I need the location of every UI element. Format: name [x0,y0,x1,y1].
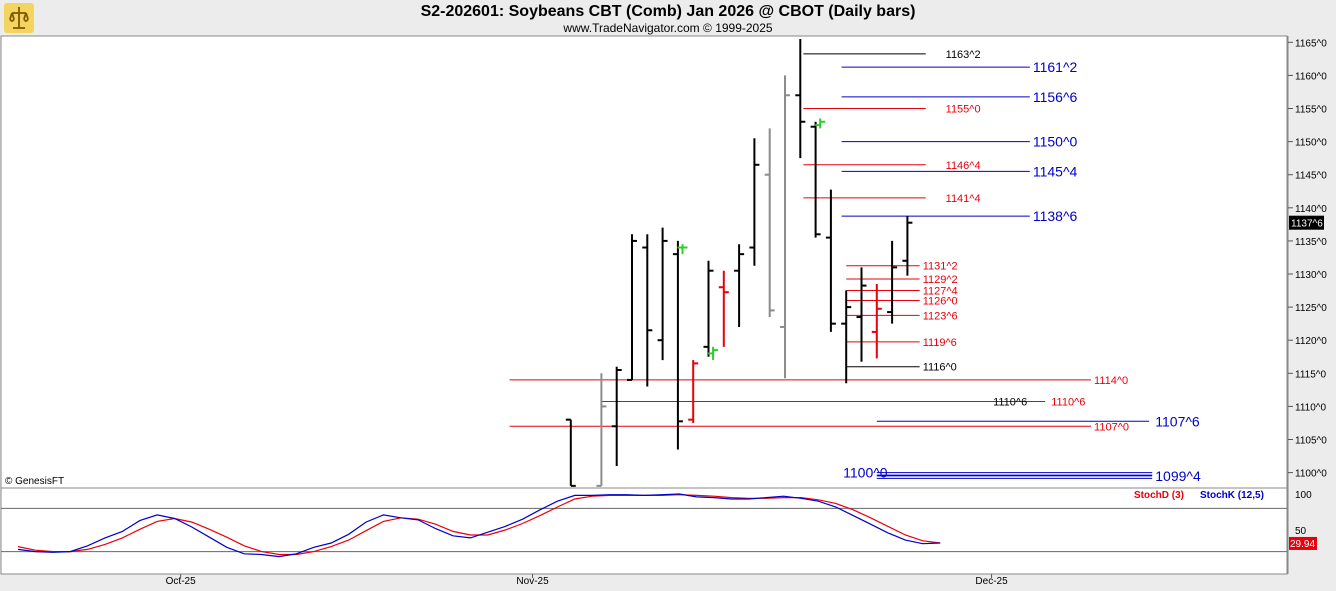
level-label: 1107^6 [1155,413,1200,429]
price-axis-ticks: 1165^0 1160^0 1155^0 1150^0 1145^0 1140^0 1135… [1288,38,1327,480]
level-label: 1156^6 [1033,89,1078,105]
stoch-k-legend: StochK (12,5) [1200,490,1264,501]
level-label: 1107^0 [1094,421,1129,433]
price-tick-label: 1145^0 [1295,171,1327,182]
stoch-last-badge [1289,536,1317,550]
last-price-label: 1137^6 [1291,219,1323,230]
level-label: 1131^2 [923,261,958,273]
level-label: 1141^4 [946,193,981,205]
level-label: 1138^6 [1033,208,1078,224]
stoch-d-legend: StochD (3) [1134,490,1184,501]
level-label: 1145^4 [1033,163,1078,179]
price-tick-label: 1150^0 [1295,138,1327,149]
price-tick-label: 1140^0 [1295,204,1327,215]
stochastic-panel: 100 50 StochD (3) StochK (12,5) 29.94 [1,490,1317,558]
level-label: 1146^4 [946,160,981,172]
date-axis: Oct-25 Nov-25 Dec-25 [166,574,1008,587]
chart-header: S2-202601: Soybeans CBT (Comb) Jan 2026 … [0,0,1336,36]
level-label: 1114^0 [1094,375,1128,387]
level-label: 1155^0 [946,104,981,116]
stoch-last-label: 29.94 [1290,539,1315,550]
level-label: 1163^2 [946,49,981,61]
level-label: 1150^0 [1033,134,1078,150]
stoch-k-line [17,493,941,558]
price-plot-area [0,35,1288,489]
price-tick-label: 1135^0 [1295,237,1327,248]
trade-navigator-logo-icon [4,3,34,33]
price-tick-label: 1160^0 [1295,71,1327,82]
price-tick-label: 1155^0 [1295,105,1327,116]
date-tick-label: Oct-25 [166,576,196,587]
copyright-label: © GenesisFT [5,476,64,487]
price-tick-label: 1130^0 [1295,270,1327,281]
price-tick-label: 1100^0 [1295,469,1327,480]
level-label: 1119^6 [923,337,957,349]
level-label: 1110^6 [993,396,1027,408]
date-tick-label: Nov-25 [516,576,549,587]
level-label: 1099^4 [1155,468,1201,484]
price-tick-label: 1110^0 [1295,402,1326,413]
price-tick-label: 1125^0 [1295,303,1327,314]
price-tick-label: 1165^0 [1295,38,1327,49]
price-bars [565,39,913,487]
chart-subtitle: www.TradeNavigator.com © 1999-2025 [563,21,773,35]
level-label: 1129^2 [923,274,958,286]
chart-title: S2-202601: Soybeans CBT (Comb) Jan 2026 … [420,3,916,20]
stoch-tick-label: 100 [1295,490,1312,501]
level-label: 1127^4 [923,286,958,298]
price-tick-label: 1120^0 [1295,336,1327,347]
level-label: 1123^6 [923,310,958,322]
support-resistance-levels: 1163^2 1161^2 1156^6 1155^0 1150^0 1146^4 1145… [509,49,1201,484]
date-tick-label: Dec-25 [975,576,1008,587]
last-price-badge [1289,215,1324,230]
stoch-tick-label: 50 [1295,526,1307,537]
price-tick-label: 1105^0 [1295,436,1327,447]
stoch-plot-area [0,487,1288,575]
level-label: 1126^0 [923,295,958,307]
level-label: 1110^6 [1051,396,1085,408]
level-label: 1161^2 [1033,59,1078,75]
level-label: 1116^0 [923,362,957,374]
level-label: 1100^0 [843,465,888,481]
price-tick-label: 1115^0 [1295,369,1326,380]
